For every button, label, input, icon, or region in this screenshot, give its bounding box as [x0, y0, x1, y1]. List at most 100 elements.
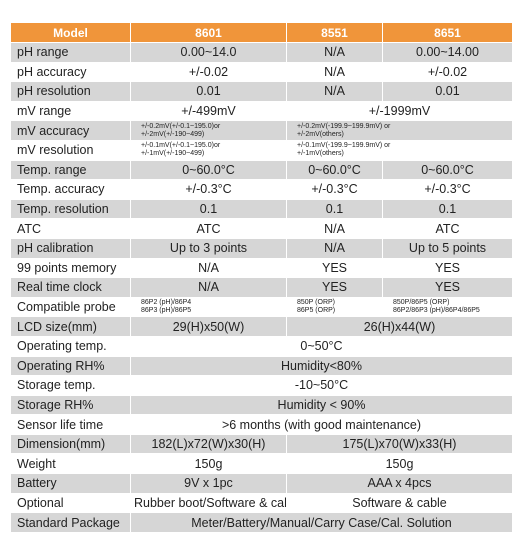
spec-row: pH calibration Up to 3 points N/A Up to 5 p…: [10, 237, 513, 259]
row-label: Storage RH%: [10, 394, 131, 416]
cell-line: 86P2/86P3 (pH)/86P4/86P5: [393, 307, 480, 315]
cell-line: 850P/86P5 (ORP): [393, 299, 450, 307]
spec-row: Optional Rubber boot/Software & cable Soft…: [10, 492, 513, 514]
value-cell: N/A: [130, 257, 287, 279]
cell-line: +/-1mV(others): [297, 150, 344, 158]
spec-row: Temp. resolution 0.1 0.1 0.1: [10, 198, 513, 220]
value-cell: 182(L)x72(W)x30(H): [130, 433, 287, 455]
cell-line: 86P3 (pH)/86P5: [141, 307, 192, 315]
multi-line-cell: 850P (ORP) 86P5 (ORP): [286, 296, 383, 318]
spec-row: Operating temp. 0~50°C: [10, 335, 513, 357]
value-cell: 0~60.0°C: [382, 159, 513, 181]
value-cell: +/-1999mV: [286, 100, 513, 122]
value-cell: 0.1: [286, 198, 383, 220]
row-label: mV resolution: [10, 139, 131, 161]
spec-row: Compatible probe 86P2 (pH)/86P4 86P3 (pH)/…: [10, 296, 513, 318]
spec-row: Battery 9V x 1pc AAA x 4pcs: [10, 473, 513, 494]
value-cell: Up to 5 points: [382, 237, 513, 259]
spec-row: mV range +/-499mV +/-1999mV: [10, 100, 513, 122]
row-label: Weight: [10, 453, 131, 475]
value-cell: 0~60.0°C: [286, 159, 383, 181]
spec-row: 99 points memory N/A YES YES: [10, 257, 513, 279]
row-label: mV accuracy: [10, 120, 131, 141]
spec-row: mV resolution +/-0.1mV(+/-0.1~195.0)or +/-…: [10, 139, 513, 161]
spec-table: Model 8601 8551 8651 pH range 0.00~14.0 N/A 0.…: [10, 22, 513, 533]
value-cell: 0.01: [382, 81, 513, 102]
spec-row: Sensor life time >6 months (with good mai…: [10, 414, 513, 435]
value-cell: YES: [286, 277, 383, 298]
spec-row: Real time clock N/A YES YES: [10, 277, 513, 298]
value-cell: ATC: [382, 218, 513, 239]
row-label: pH range: [10, 42, 131, 63]
spec-row: Storage RH% Humidity < 90%: [10, 394, 513, 416]
spec-row: mV accuracy +/-0.2mV(+/-0.1~195.0)or +/-2m…: [10, 120, 513, 141]
multi-line-cell: 86P2 (pH)/86P4 86P3 (pH)/86P5: [130, 296, 287, 318]
value-cell: 0~50°C: [130, 335, 513, 357]
row-label: Temp. accuracy: [10, 179, 131, 200]
row-label: Storage temp.: [10, 375, 131, 396]
spec-row: pH accuracy +/-0.02 N/A +/-0.02: [10, 61, 513, 83]
cell-line: +/-2mV(others): [297, 130, 344, 138]
value-cell: YES: [286, 257, 383, 279]
multi-line-cell: +/-0.2mV(-199.9~199.9mV) or +/-2mV(others…: [286, 120, 513, 141]
multi-line-cell: +/-0.1mV(+/-0.1~195.0)or +/-1mV(+/-190~49…: [130, 139, 287, 161]
value-cell: >6 months (with good maintenance): [130, 414, 513, 435]
spec-row: Weight 150g 150g: [10, 453, 513, 475]
cell-line: 850P (ORP): [297, 299, 335, 307]
value-cell: 0.1: [382, 198, 513, 220]
cell-line: +/-0.1mV(-199.9~199.9mV) or: [297, 142, 391, 150]
value-cell: +/-0.3°C: [130, 179, 287, 200]
spec-row: pH resolution 0.01 N/A 0.01: [10, 81, 513, 102]
value-cell: N/A: [286, 61, 383, 83]
row-label: Real time clock: [10, 277, 131, 298]
value-cell: 175(L)x70(W)x33(H): [286, 433, 513, 455]
row-label: Temp. range: [10, 159, 131, 181]
cell-line: 86P5 (ORP): [297, 307, 336, 315]
value-cell: +/-499mV: [130, 100, 287, 122]
spec-row: pH range 0.00~14.0 N/A 0.00~14.00: [10, 42, 513, 63]
cell-line: 86P2 (pH)/86P4: [141, 299, 192, 307]
value-cell: Software & cable: [286, 492, 513, 514]
cell-line: +/-1mV(+/-190~499): [141, 150, 205, 158]
row-label: pH resolution: [10, 81, 131, 102]
cell-line: +/-2mV(+/-190~499): [141, 130, 205, 138]
value-cell: 0.00~14.0: [130, 42, 287, 63]
row-label: pH calibration: [10, 237, 131, 259]
row-label: Compatible probe: [10, 296, 131, 318]
spec-row: Temp. range 0~60.0°C 0~60.0°C 0~60.0°C: [10, 159, 513, 181]
spec-row: LCD size(mm) 29(H)x50(W) 26(H)x44(W): [10, 316, 513, 337]
spec-row: Operating RH% Humidity<80%: [10, 355, 513, 377]
value-cell: N/A: [286, 218, 383, 239]
value-cell: N/A: [286, 81, 383, 102]
spec-row: ATC ATC N/A ATC: [10, 218, 513, 239]
row-label: Optional: [10, 492, 131, 514]
header-row: Model 8601 8551 8651: [10, 22, 513, 43]
row-label: ATC: [10, 218, 131, 239]
value-cell: 0~60.0°C: [130, 159, 287, 181]
row-label: Dimension(mm): [10, 433, 131, 455]
value-cell: Rubber boot/Software & cable: [130, 492, 287, 514]
multi-line-cell: +/-0.2mV(+/-0.1~195.0)or +/-2mV(+/-190~49…: [130, 120, 287, 141]
cell-line: +/-0.2mV(-199.9~199.9mV) or: [297, 122, 391, 130]
spec-table-wrap: Model 8601 8551 8651 pH range 0.00~14.0 N/A 0.…: [10, 22, 513, 533]
cell-line: +/-0.2mV(+/-0.1~195.0)or: [141, 122, 221, 130]
value-cell: 0.1: [130, 198, 287, 220]
value-cell: +/-0.3°C: [286, 179, 383, 200]
value-cell: +/-0.02: [130, 61, 287, 83]
spec-row: Temp. accuracy +/-0.3°C +/-0.3°C +/-0.3°C: [10, 179, 513, 200]
cell-line: +/-0.1mV(+/-0.1~195.0)or: [141, 142, 221, 150]
row-label: 99 points memory: [10, 257, 131, 279]
value-cell: 0.01: [130, 81, 287, 102]
value-cell: Humidity < 90%: [130, 394, 513, 416]
value-cell: 0.00~14.00: [382, 42, 513, 63]
row-label: Operating temp.: [10, 335, 131, 357]
value-cell: 150g: [286, 453, 513, 475]
spec-row: Storage temp. -10~50°C: [10, 375, 513, 396]
value-cell: N/A: [286, 42, 383, 63]
value-cell: Meter/Battery/Manual/Carry Case/Cal. Sol…: [130, 512, 513, 533]
value-cell: 29(H)x50(W): [130, 316, 287, 337]
row-label: pH accuracy: [10, 61, 131, 83]
value-cell: N/A: [286, 237, 383, 259]
value-cell: N/A: [130, 277, 287, 298]
